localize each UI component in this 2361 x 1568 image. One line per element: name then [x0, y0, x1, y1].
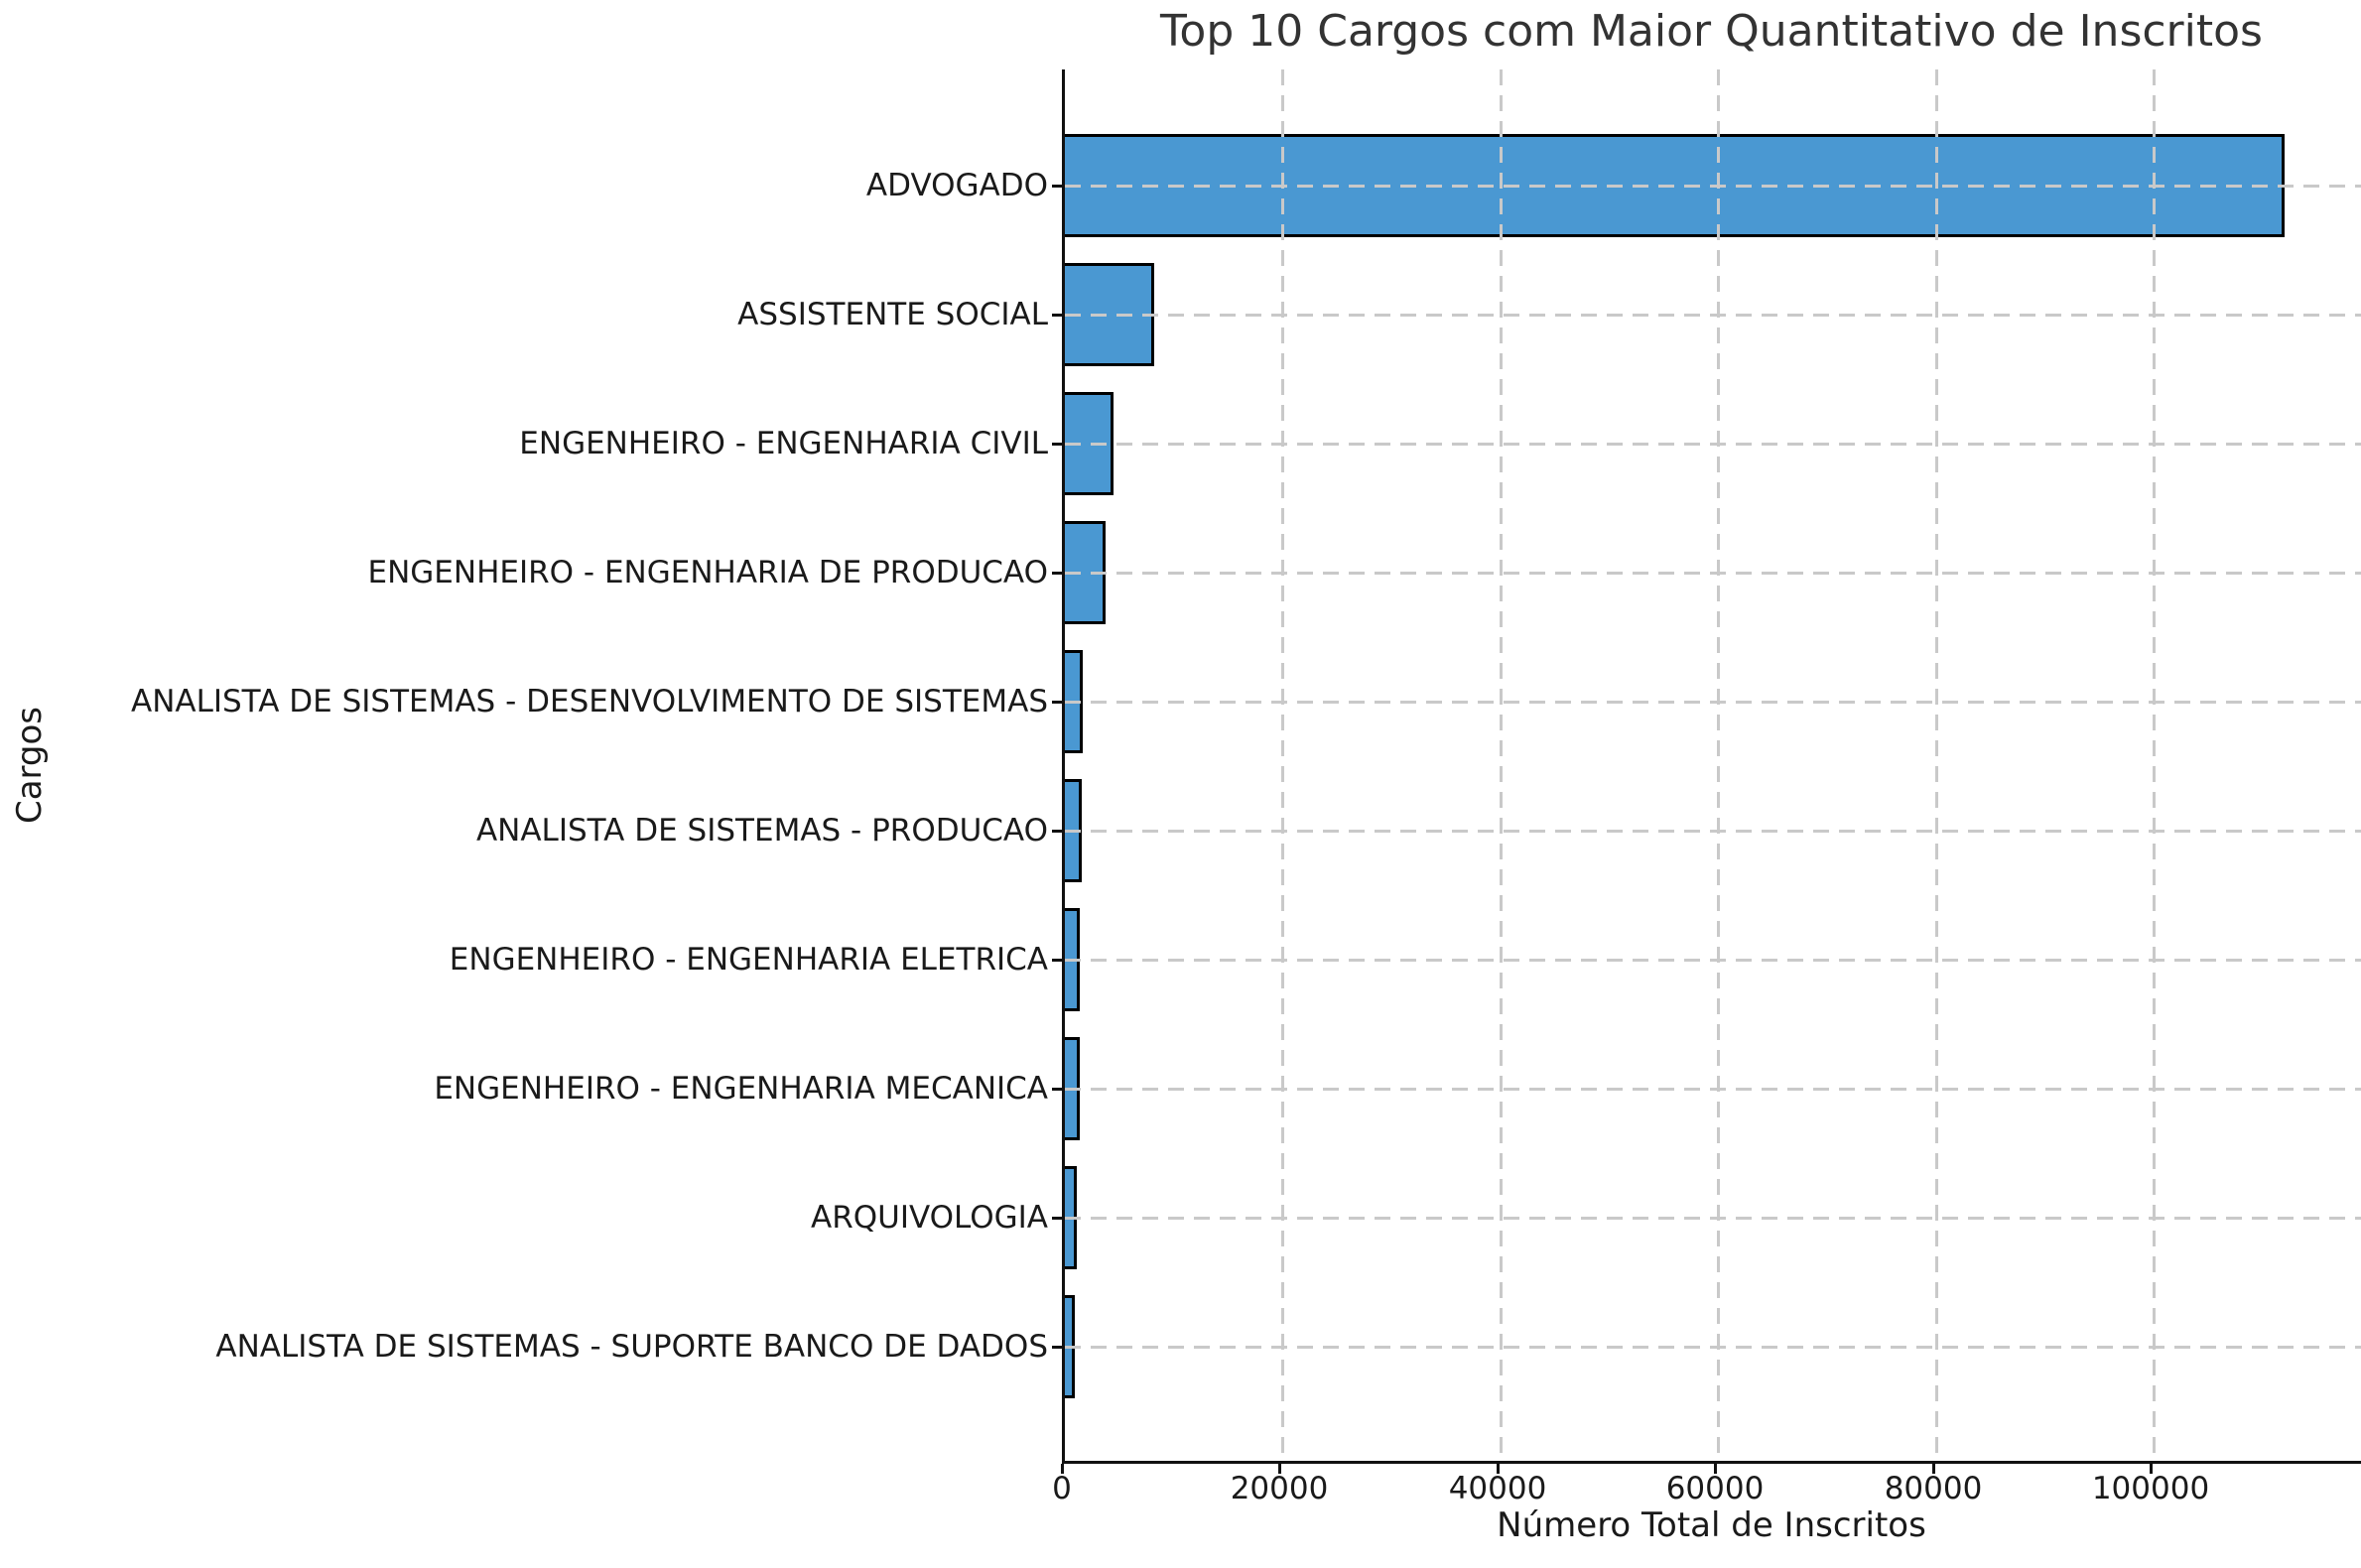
x-tick-label: 100000 — [2091, 1471, 2210, 1506]
category-label: ENGENHEIRO - ENGENHARIA MECANICA — [434, 1071, 1048, 1107]
gridline-horizontal — [1065, 1088, 2361, 1091]
category-label: ENGENHEIRO - ENGENHARIA DE PRODUCAO — [367, 555, 1049, 590]
y-tick-mark — [1052, 185, 1062, 188]
x-tick-label: 0 — [1052, 1471, 1072, 1506]
x-tick-mark — [1278, 1464, 1281, 1474]
x-tick-mark — [1714, 1464, 1717, 1474]
gridline-horizontal — [1065, 1346, 2361, 1349]
y-tick-mark — [1052, 443, 1062, 446]
x-axis-label: Número Total de Inscritos — [1497, 1505, 1926, 1545]
y-tick-mark — [1052, 701, 1062, 704]
x-tick-label: 60000 — [1665, 1471, 1765, 1506]
y-tick-mark — [1052, 314, 1062, 317]
category-label: ASSISTENTE SOCIAL — [737, 297, 1048, 332]
gridline-horizontal — [1065, 701, 2361, 704]
plot-area — [1062, 69, 2361, 1464]
gridline-vertical — [1281, 69, 1284, 1461]
gridline-horizontal — [1065, 830, 2361, 833]
x-tick-mark — [2150, 1464, 2153, 1474]
x-tick-label: 20000 — [1230, 1471, 1329, 1506]
x-tick-mark — [1497, 1464, 1500, 1474]
y-tick-mark — [1052, 1217, 1062, 1220]
y-tick-mark — [1052, 572, 1062, 575]
x-tick-mark — [1932, 1464, 1935, 1474]
category-label: ADVOGADO — [865, 168, 1048, 203]
gridline-vertical — [1935, 69, 1938, 1461]
gridline-horizontal — [1065, 185, 2361, 188]
gridline-vertical — [2153, 69, 2156, 1461]
gridline-horizontal — [1065, 959, 2361, 962]
y-axis-label: Cargos — [10, 706, 50, 825]
x-tick-label: 80000 — [1884, 1471, 1983, 1506]
x-tick-mark — [1061, 1464, 1064, 1474]
y-tick-mark — [1052, 1088, 1062, 1091]
gridline-horizontal — [1065, 443, 2361, 446]
gridline-horizontal — [1065, 572, 2361, 575]
x-tick-label: 40000 — [1448, 1471, 1547, 1506]
category-label: ARQUIVOLOGIA — [811, 1200, 1048, 1236]
y-tick-mark — [1052, 830, 1062, 833]
chart-title: Top 10 Cargos com Maior Quantitativo de … — [1160, 6, 2263, 57]
y-tick-mark — [1052, 959, 1062, 962]
category-label: ENGENHEIRO - ENGENHARIA ELETRICA — [449, 942, 1048, 978]
gridline-vertical — [1717, 69, 1720, 1461]
category-label: ENGENHEIRO - ENGENHARIA CIVIL — [519, 426, 1048, 461]
y-tick-mark — [1052, 1346, 1062, 1349]
gridline-horizontal — [1065, 1217, 2361, 1220]
category-label: ANALISTA DE SISTEMAS - PRODUCAO — [475, 813, 1048, 849]
category-label: ANALISTA DE SISTEMAS - DESENVOLVIMENTO D… — [130, 684, 1048, 719]
gridline-horizontal — [1065, 314, 2361, 317]
gridline-vertical — [1500, 69, 1503, 1461]
category-label: ANALISTA DE SISTEMAS - SUPORTE BANCO DE … — [215, 1329, 1048, 1365]
